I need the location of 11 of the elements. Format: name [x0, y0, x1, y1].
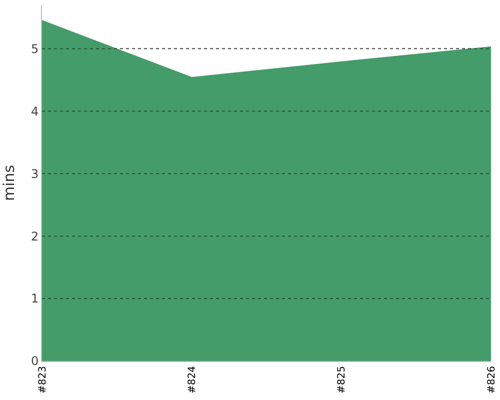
x-tick-label: #823: [37, 366, 48, 394]
x-tick-label: #825: [336, 366, 348, 394]
y-tick-label: 0: [30, 354, 39, 368]
x-tick-label: #824: [186, 366, 198, 394]
y-tick-label: 4: [30, 104, 39, 118]
y-axis-title: mins: [0, 164, 18, 202]
y-tick-label: 1: [30, 292, 39, 306]
x-tick-label: #826: [486, 366, 498, 394]
y-tick-label: 3: [30, 166, 39, 181]
y-tick-label: 2: [30, 229, 39, 244]
y-tick-label: 5: [30, 42, 39, 56]
